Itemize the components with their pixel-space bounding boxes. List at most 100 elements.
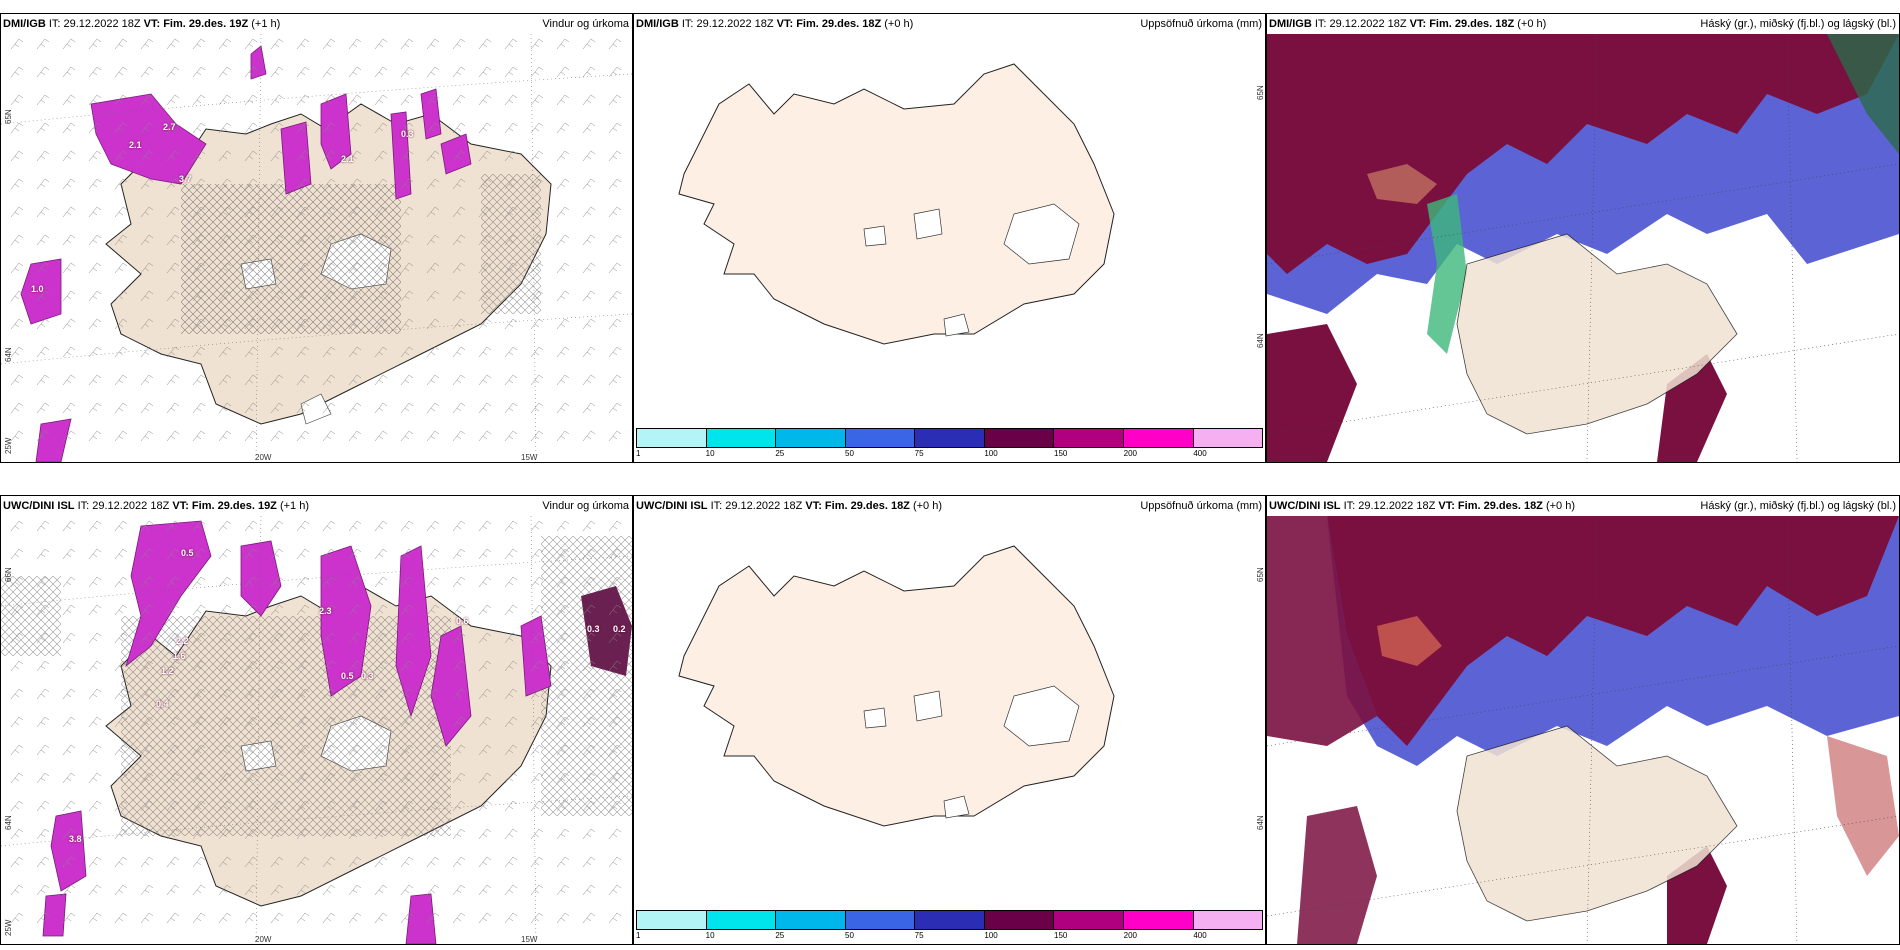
wind-barb xyxy=(608,576,622,588)
lat-label: 65N xyxy=(1256,85,1265,100)
wind-barb xyxy=(478,800,492,812)
wind-barb xyxy=(36,632,50,644)
wind-barbs xyxy=(10,520,622,924)
valid-time: Fim. 29.des. 18Z xyxy=(796,18,882,30)
precip-value: 3.7 xyxy=(179,174,192,184)
wind-barb xyxy=(530,604,544,616)
panel-header: UWC/DINI ISL IT: 29.12.2022 18Z VT: Fim.… xyxy=(1,496,632,516)
wind-barb xyxy=(608,800,622,812)
wind-barb xyxy=(582,548,596,560)
wind-barb xyxy=(608,828,622,840)
wind-barb xyxy=(36,402,50,414)
precip-value: 2.3 xyxy=(319,606,332,616)
wind-barb xyxy=(504,800,518,812)
wind-barb xyxy=(348,178,362,190)
wind-barb xyxy=(452,374,466,386)
wind-barb xyxy=(530,856,544,868)
valid-time: Fim. 29.des. 19Z xyxy=(163,18,249,30)
wind-barb xyxy=(88,262,102,274)
wind-barb xyxy=(374,206,388,218)
wind-barb xyxy=(218,576,232,588)
wind-barb xyxy=(426,632,440,644)
wind-barb xyxy=(62,576,76,588)
wind-barb xyxy=(556,318,570,330)
legend-swatch xyxy=(1193,911,1263,929)
wind-barb xyxy=(166,262,180,274)
wind-barb xyxy=(192,688,206,700)
wind-barb xyxy=(36,374,50,386)
wind-barb xyxy=(374,828,388,840)
wind-barb xyxy=(88,772,102,784)
wind-barb xyxy=(400,828,414,840)
wind-barb xyxy=(140,38,154,50)
wind-barb xyxy=(114,576,128,588)
wind-barb xyxy=(10,856,24,868)
panel-uwc-clouds: UWC/DINI ISL IT: 29.12.2022 18Z VT: Fim.… xyxy=(1266,495,1900,945)
wind-barb xyxy=(296,688,310,700)
wind-barb xyxy=(530,262,544,274)
wind-barb xyxy=(10,234,24,246)
wind-barb xyxy=(556,800,570,812)
legend-swatch xyxy=(1123,911,1194,929)
wind-barb xyxy=(582,150,596,162)
wind-barb xyxy=(400,262,414,274)
wind-barb xyxy=(218,548,232,560)
wind-barb xyxy=(140,800,154,812)
wind-barb xyxy=(114,828,128,840)
wind-barb xyxy=(166,604,180,616)
wind-barb xyxy=(36,150,50,162)
wind-barb xyxy=(270,374,284,386)
wind-barb xyxy=(608,290,622,302)
precip-value: 0.3 xyxy=(361,671,374,681)
wind-barb xyxy=(556,66,570,78)
valid-label: VT: xyxy=(143,18,161,30)
wind-barb xyxy=(608,318,622,330)
wind-barb xyxy=(322,632,336,644)
wind-barb xyxy=(322,374,336,386)
wind-barb xyxy=(36,800,50,812)
wind-barb xyxy=(270,402,284,414)
wind-barb xyxy=(556,548,570,560)
wind-barb xyxy=(582,234,596,246)
wind-barb xyxy=(504,346,518,358)
wind-barb xyxy=(322,94,336,106)
wind-barb xyxy=(192,94,206,106)
wind-barb xyxy=(374,66,388,78)
lead-offset: (+0 h) xyxy=(912,500,943,512)
wind-barb xyxy=(426,604,440,616)
wind-barb xyxy=(504,374,518,386)
wind-barb xyxy=(530,346,544,358)
legend-ticks: 1 10 25 50 75 100 150 200 400 xyxy=(636,449,1263,460)
lon-label: 15W xyxy=(521,453,538,462)
wind-barb xyxy=(62,66,76,78)
wind-barb xyxy=(478,66,492,78)
wind-barb xyxy=(348,688,362,700)
wind-barb xyxy=(218,150,232,162)
wind-barb xyxy=(114,604,128,616)
wind-barb xyxy=(62,660,76,672)
wind-barb xyxy=(140,206,154,218)
wind-barb xyxy=(452,772,466,784)
legend-tick: 25 xyxy=(775,449,785,458)
wind-barb xyxy=(166,290,180,302)
wind-barb xyxy=(296,66,310,78)
wind-barb xyxy=(244,632,258,644)
wind-barb xyxy=(166,206,180,218)
wind-barb xyxy=(452,346,466,358)
wind-barb xyxy=(166,150,180,162)
wind-barb xyxy=(608,744,622,756)
wind-barb xyxy=(88,548,102,560)
wind-barb xyxy=(166,318,180,330)
wind-barb xyxy=(244,94,258,106)
product-title: Háský (gr.), miðský (fj.bl.) og lágský (… xyxy=(1700,18,1896,30)
wind-barb xyxy=(530,206,544,218)
wind-barb xyxy=(322,772,336,784)
wind-barb xyxy=(140,430,154,442)
init-time: IT: 29.12.2022 18Z xyxy=(48,18,141,30)
wind-barb xyxy=(322,604,336,616)
wind-barb xyxy=(426,800,440,812)
wind-barb xyxy=(88,828,102,840)
wind-barb xyxy=(582,912,596,924)
wind-barb xyxy=(400,548,414,560)
wind-barb xyxy=(374,632,388,644)
